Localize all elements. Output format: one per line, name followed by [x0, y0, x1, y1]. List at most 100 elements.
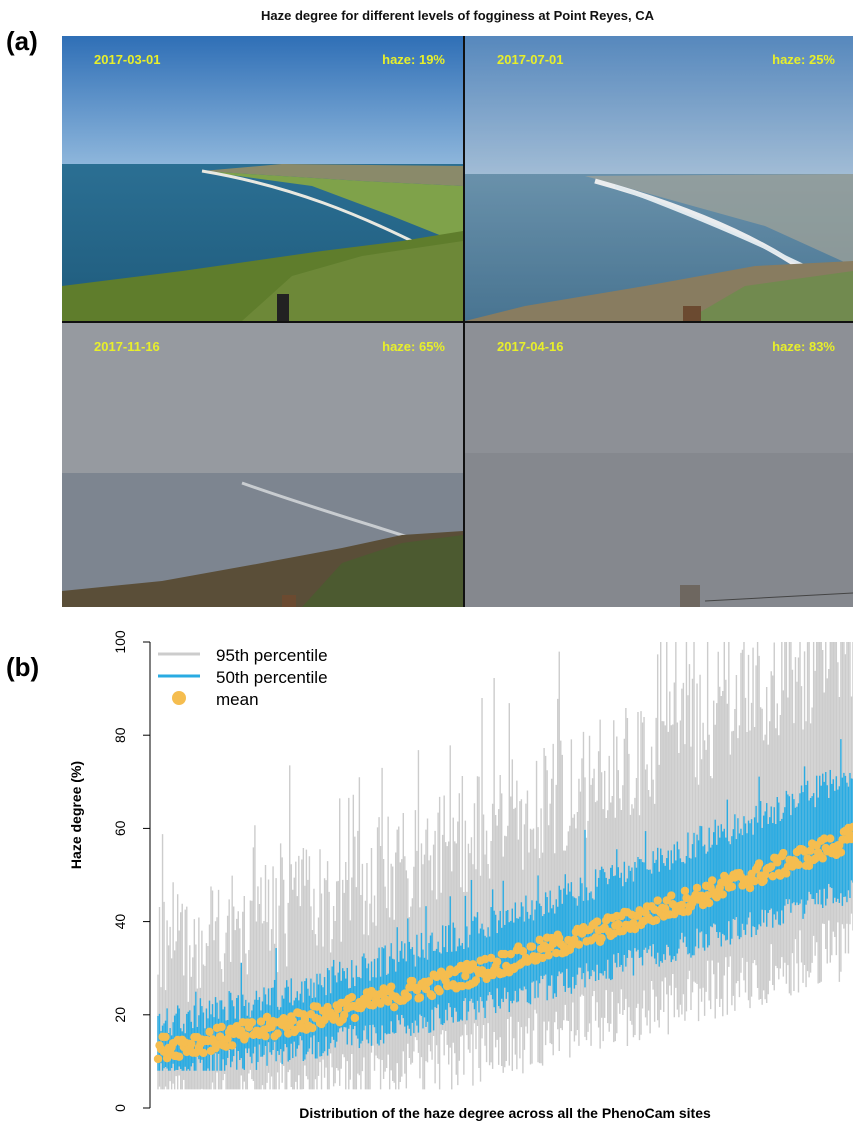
mean-point: [544, 951, 553, 960]
mean-point: [677, 900, 687, 910]
mean-point: [779, 848, 788, 858]
legend-swatch-mean: [172, 691, 186, 705]
photo-haze: haze: 83%: [772, 339, 835, 354]
mean-point: [682, 893, 691, 903]
mean-point: [614, 919, 623, 929]
legend-label-mean: mean: [216, 690, 259, 709]
mean-point: [217, 1022, 226, 1032]
mean-point: [535, 935, 544, 945]
mean-point: [486, 953, 496, 963]
mean-point: [227, 1041, 237, 1050]
panel-b-label: (b): [6, 652, 40, 682]
mean-point: [667, 891, 676, 900]
mean-point: [592, 917, 602, 926]
y-tick-label: 60: [112, 820, 128, 836]
panel-a-label: (a): [6, 26, 38, 56]
mean-point: [262, 1012, 272, 1022]
mean-point: [415, 993, 425, 1002]
mean-point: [597, 934, 606, 943]
photo-2017-03-01: 2017-03-01 haze: 19%: [62, 36, 463, 321]
y-tick-label: 80: [112, 727, 128, 743]
mean-point: [386, 982, 396, 991]
mean-point: [826, 834, 835, 843]
mean-point: [347, 992, 357, 1002]
mean-point: [653, 896, 662, 905]
legend: 95th percentile 50th percentile mean: [158, 646, 328, 709]
photo-date: 2017-04-16: [497, 339, 564, 354]
photo-2017-04-16: 2017-04-16 haze: 83%: [465, 323, 853, 607]
mean-point: [468, 960, 478, 969]
mean-point: [818, 854, 827, 863]
mean-point: [552, 948, 561, 958]
mean-point: [205, 1027, 214, 1036]
mean-point: [153, 1054, 163, 1064]
mean-point: [718, 890, 727, 899]
mean-point: [312, 1002, 322, 1011]
mean-point: [500, 949, 509, 959]
mean-point: [350, 1013, 360, 1023]
mean-point: [424, 977, 434, 986]
photo-date: 2017-11-16: [94, 339, 160, 354]
mean-point: [435, 987, 444, 996]
mean-point: [754, 859, 764, 868]
mean-point: [223, 1034, 232, 1044]
mean-point: [390, 1002, 399, 1012]
mean-point: [692, 883, 702, 893]
photo-2017-11-16: 2017-11-16 haze: 65%: [62, 323, 463, 607]
y-axis-label: Haze degree (%): [68, 761, 84, 869]
mean-point: [300, 1014, 310, 1024]
x-axis-label: Distribution of the haze degree across a…: [299, 1105, 711, 1121]
photo-haze: haze: 65%: [382, 339, 445, 354]
y-axis: 0 20 40 60 80 100: [112, 630, 151, 1112]
mean-point: [630, 924, 640, 934]
photo-haze: haze: 19%: [382, 52, 445, 67]
mean-point: [820, 834, 829, 843]
legend-label-50th: 50th percentile: [216, 668, 328, 687]
haze-chart: 0 20 40 60 80 100 Haze degree (%) Distributio…: [68, 630, 853, 1121]
mean-point: [518, 947, 528, 956]
mean-point: [847, 834, 853, 844]
mean-point: [794, 860, 803, 870]
mean-point: [806, 846, 815, 855]
mean-point: [427, 991, 437, 1001]
photo-haze: haze: 25%: [772, 52, 835, 67]
mean-point: [527, 942, 537, 951]
photo-date: 2017-03-01: [94, 52, 161, 67]
mean-point: [836, 848, 846, 857]
photo-date: 2017-07-01: [497, 52, 564, 67]
mean-point: [848, 822, 853, 832]
mean-point: [782, 869, 791, 878]
mean-point: [247, 1018, 257, 1027]
mean-point: [745, 883, 755, 893]
mean-point: [804, 861, 814, 870]
mean-point: [680, 886, 690, 896]
mean-point: [461, 971, 470, 981]
mean-point: [574, 940, 584, 949]
photo-2017-07-01: 2017-07-01 haze: 25%: [465, 36, 853, 321]
mean-point: [261, 1032, 270, 1041]
mean-point: [707, 876, 717, 885]
figure-title: Haze degree for different levels of fogg…: [261, 8, 654, 23]
mean-point: [273, 1029, 282, 1038]
mean-point: [403, 992, 413, 1001]
legend-label-95th: 95th percentile: [216, 646, 328, 665]
mean-point: [187, 1039, 196, 1049]
mean-point: [199, 1048, 208, 1058]
mean-point: [288, 1016, 297, 1025]
mean-point: [161, 1032, 170, 1042]
mean-point: [773, 858, 782, 867]
mean-point: [383, 997, 393, 1006]
series-mean: [153, 822, 853, 1064]
mean-point: [727, 882, 737, 891]
mean-point: [340, 1010, 349, 1020]
mean-point: [412, 985, 422, 995]
y-tick-label: 20: [112, 1007, 128, 1023]
mean-point: [704, 898, 714, 908]
mean-point: [767, 862, 776, 871]
mean-point: [471, 976, 481, 985]
y-tick-label: 100: [112, 630, 128, 654]
photo-grid: 2017-03-01 haze: 19% 2017-07-01 ha: [62, 36, 853, 607]
mean-point: [241, 1031, 251, 1040]
mean-point: [651, 915, 661, 925]
mean-point: [308, 1023, 317, 1033]
